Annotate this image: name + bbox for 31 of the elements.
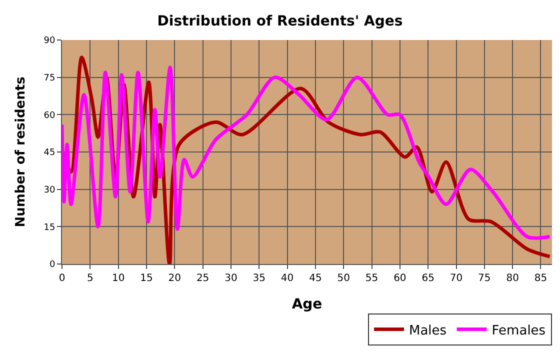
- x-tick-label: 0: [58, 273, 66, 284]
- x-tick-label: 70: [450, 273, 463, 284]
- y-tick-label: 30: [44, 185, 56, 196]
- y-tick-label: 75: [44, 73, 56, 84]
- x-tick-label: 85: [534, 273, 548, 284]
- x-tick-label: 65: [422, 273, 434, 284]
- x-tick-label: 45: [309, 273, 322, 284]
- x-tick-label: 80: [506, 273, 519, 284]
- y-axis-title: Number of residents: [14, 76, 29, 228]
- x-tick-label: 20: [168, 273, 182, 284]
- x-tick-label: 30: [224, 273, 238, 284]
- legend-label: Females: [492, 323, 546, 338]
- y-tick-label: 45: [44, 148, 56, 158]
- x-axis-title: Age: [292, 296, 322, 312]
- x-tick-label: 55: [365, 273, 378, 284]
- x-tick-label: 5: [86, 273, 94, 284]
- y-tick-label: 60: [44, 110, 56, 121]
- chart-title: Distribution of Residents' Ages: [157, 14, 403, 30]
- y-tick-label: 15: [44, 222, 56, 233]
- y-tick-label: 90: [44, 36, 56, 46]
- x-tick-label: 25: [196, 273, 210, 284]
- x-tick-label: 40: [280, 273, 294, 284]
- x-tick-label: 15: [140, 273, 153, 284]
- line-series: [62, 66, 552, 238]
- x-tick-label: 10: [112, 273, 125, 284]
- x-tick-label: 35: [252, 273, 266, 284]
- legend-label: Males: [409, 323, 447, 338]
- x-tick-label: 75: [478, 273, 491, 284]
- x-tick-label: 60: [394, 273, 406, 284]
- x-tick-label: 50: [337, 273, 350, 284]
- y-tick-label: 0: [49, 260, 56, 270]
